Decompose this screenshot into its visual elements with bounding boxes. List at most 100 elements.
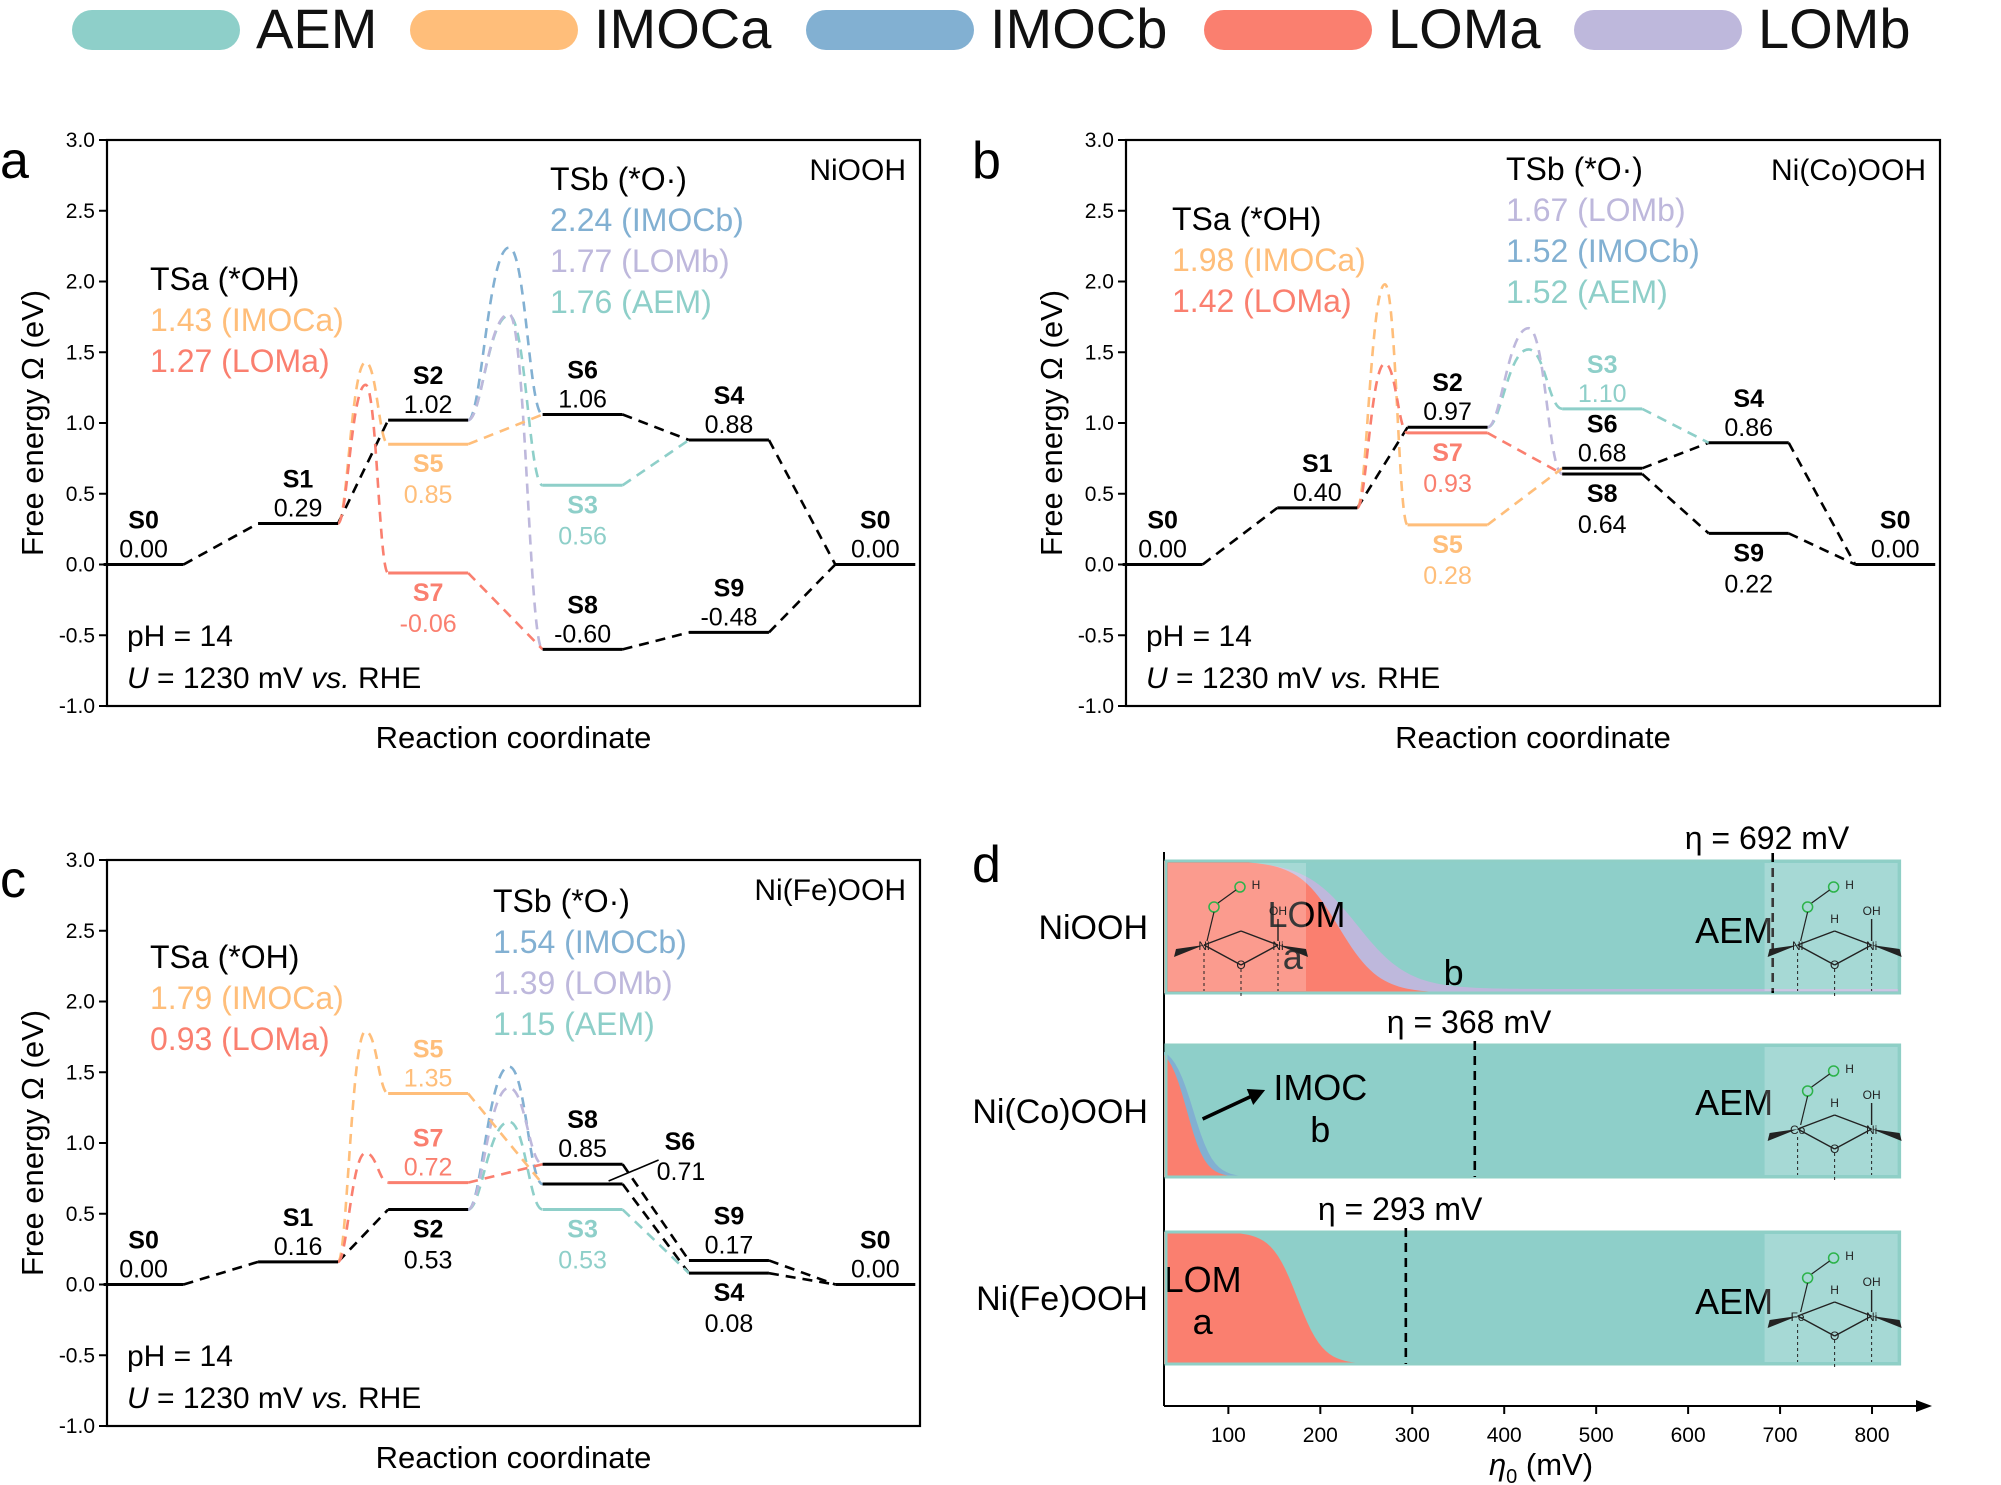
bond <box>1797 944 1835 966</box>
level-value-S1: 0.16 <box>274 1233 323 1261</box>
connector-LOMb <box>467 312 544 651</box>
ph-label: pH = 14 <box>127 620 233 653</box>
bond <box>1240 930 1279 946</box>
bond <box>1800 1282 1809 1313</box>
pointer-arrow <box>1201 1093 1255 1121</box>
x-tick-label: 300 <box>1395 1424 1430 1447</box>
region-label-b: b <box>1310 1109 1330 1150</box>
panel-letter: b <box>972 132 1001 190</box>
legend-swatch-AEM <box>72 10 240 50</box>
ts-b-title: TSb (*O·) <box>550 161 687 197</box>
level-name-S0: S0 <box>128 1227 159 1255</box>
ts-a-title: TSa (*OH) <box>1172 201 1321 237</box>
material-label: NiOOH <box>809 154 906 187</box>
level-name-S8: S8 <box>567 1106 598 1134</box>
level-value-S6: 0.68 <box>1578 439 1627 467</box>
region-label-a: a <box>1193 1301 1214 1342</box>
x-axis-arrow <box>1916 1400 1932 1412</box>
connector-AEM <box>621 438 690 487</box>
oxygen-atom: O <box>1830 958 1839 972</box>
level-value-S8: 0.85 <box>558 1135 607 1163</box>
legend-label-LOMb: LOMb <box>1758 0 1911 60</box>
level-name-S1: S1 <box>283 1204 314 1232</box>
level-name-S8: S8 <box>1587 480 1618 508</box>
x-axis-title: η0 (mV) <box>1489 1447 1593 1485</box>
y-tick-label: 2.5 <box>66 200 95 223</box>
bond <box>1800 1095 1809 1126</box>
level-value-S6: 1.06 <box>558 386 607 414</box>
connector-black <box>1787 442 1857 566</box>
y-tick-label: 1.0 <box>1085 412 1114 435</box>
connector-black <box>768 563 837 634</box>
region-LOMa <box>1164 1232 1900 1364</box>
level-name-S4: S4 <box>714 382 745 410</box>
oxygen-atom: O <box>1830 1329 1839 1343</box>
legend-label-AEM: AEM <box>256 0 377 60</box>
oxygen-green-atom <box>1827 881 1840 893</box>
connector-LOMa <box>1486 431 1563 476</box>
y-tick-label: 2.0 <box>66 271 95 294</box>
structure-box <box>1168 863 1306 991</box>
ts-a-LOMa: 1.42 (LOMa) <box>1172 283 1352 319</box>
y-tick-label: 0.5 <box>1085 483 1114 506</box>
row-frame <box>1164 1043 1902 1179</box>
level-name-S9: S9 <box>714 1202 745 1230</box>
level-name-S0e: S0 <box>860 1227 891 1255</box>
ts-a-LOMa: 1.27 (LOMa) <box>150 343 330 379</box>
bond <box>1797 1301 1835 1317</box>
wedge <box>1278 945 1308 957</box>
ts-b-IMOCb: 1.52 (IMOCb) <box>1506 233 1700 269</box>
y-tick-label: 1.5 <box>66 1061 95 1084</box>
connector-black <box>768 1259 836 1286</box>
potential-label: U = 1230 mV vs. RHE <box>1146 662 1440 695</box>
potential-ref: RHE <box>350 662 422 695</box>
level-value-S6: 0.71 <box>657 1158 706 1186</box>
legend-label-IMOCa: IMOCa <box>594 0 772 60</box>
metal-atom: Fe <box>1791 1310 1805 1324</box>
bond <box>1811 1260 1830 1275</box>
level-name-S6: S6 <box>567 357 598 385</box>
x-axis-unit: (mV) <box>1517 1447 1593 1482</box>
ts-b-title: TSb (*O·) <box>493 883 630 919</box>
level-name-S0: S0 <box>128 507 159 535</box>
y-tick-label: 0.5 <box>66 483 95 506</box>
level-name-S0e: S0 <box>860 507 891 535</box>
x-axis-title: Reaction coordinate <box>376 1440 652 1475</box>
ts-a-title: TSa (*OH) <box>150 939 299 975</box>
metal-atom: Ni <box>1792 939 1803 953</box>
legend-swatch-IMOCa <box>410 10 578 50</box>
connector-black <box>621 1183 690 1274</box>
x-tick-label: 200 <box>1303 1424 1338 1447</box>
connector-LOMa <box>467 572 544 651</box>
region-label-AEM: AEM <box>1695 1082 1773 1123</box>
level-value-S0: 0.00 <box>119 1256 168 1284</box>
wedge <box>1174 945 1204 957</box>
level-name-S8: S8 <box>567 591 598 619</box>
connector-AEM <box>467 314 544 487</box>
level-name-S3: S3 <box>567 491 598 519</box>
level-value-S8: -0.60 <box>554 620 611 648</box>
region-LOMa <box>1164 861 1900 993</box>
ts-a-IMOCa: 1.98 (IMOCa) <box>1172 242 1366 278</box>
bond <box>1800 911 1809 942</box>
structure-box <box>1764 1234 1898 1362</box>
level-name-S0e: S0 <box>1880 507 1911 535</box>
connector-LOMb <box>1486 326 1564 476</box>
level-value-S0e: 0.00 <box>851 1256 900 1284</box>
y-tick-label: 2.5 <box>1085 200 1114 223</box>
connector-IMOCa <box>336 360 390 525</box>
level-name-S4: S4 <box>1733 385 1764 413</box>
level-value-S4: 0.86 <box>1724 414 1773 442</box>
y-tick-label: 2.0 <box>66 991 95 1014</box>
connector-black <box>183 1260 259 1286</box>
ts-b-LOMb: 1.67 (LOMb) <box>1506 192 1686 228</box>
ts-b-title: TSb (*O·) <box>1506 151 1643 187</box>
ts-b-IMOCb: 2.24 (IMOCb) <box>550 202 744 238</box>
y-tick-label: 3.0 <box>66 849 95 872</box>
bond <box>1797 1315 1835 1337</box>
hydroxyl-label: OH <box>1863 1088 1881 1102</box>
bond <box>1834 930 1872 946</box>
panel-b: -1.0 -0.5 0.0 0.5 1.0 1.5 2.0 2.5 3.0 Free energy… <box>972 129 1942 755</box>
wedge <box>1871 1316 1902 1328</box>
